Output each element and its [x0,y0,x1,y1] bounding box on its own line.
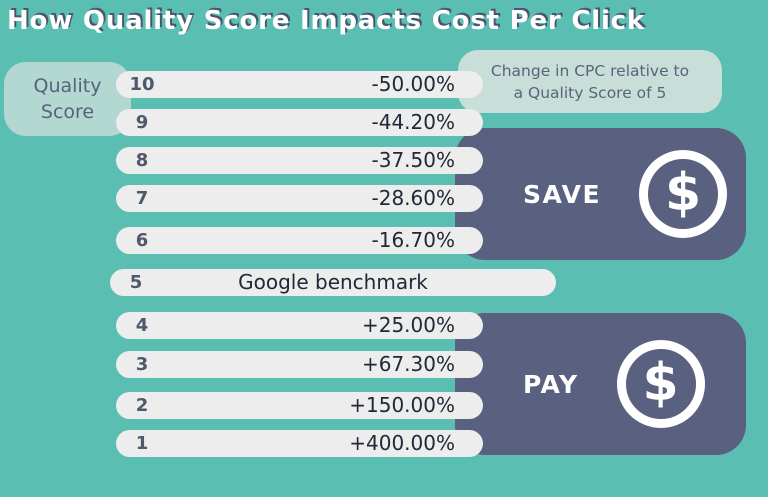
score-row-7: 7 -28.60% [116,185,483,212]
score-row-4: 4 +25.00% [116,312,483,339]
quality-score-label-line2: Score [40,101,95,123]
save-label: SAVE [523,179,602,209]
cpc-note-line2: a Quality Score of 5 [513,83,667,102]
score-row-6: 6 -16.70% [116,227,483,254]
score-number: 2 [135,395,149,416]
score-value: -37.50% [371,148,455,172]
pay-panel: PAY $ [455,313,746,455]
page-title: How Quality Score Impacts Cost Per Click [7,6,645,36]
score-row-8: 8 -37.50% [116,147,483,174]
score-row-2: 2 +150.00% [116,392,483,419]
score-number: 6 [135,230,149,251]
score-row-10: 10 -50.00% [116,71,483,98]
pay-label: PAY [523,369,579,399]
cpc-note: Change in CPC relative to a Quality Scor… [458,50,722,113]
score-row-5: 5 Google benchmark [110,269,556,296]
score-number: 9 [135,112,149,133]
score-number: 3 [135,354,149,375]
score-row-3: 3 +67.30% [116,351,483,378]
score-number: 1 [135,433,149,454]
score-number: 10 [129,74,155,95]
score-value: +150.00% [349,393,455,417]
score-number: 7 [135,188,149,209]
save-panel: SAVE $ [455,128,746,260]
quality-score-label: Quality Score [4,62,131,136]
score-value: -50.00% [371,72,455,96]
dollar-circle-icon: $ [639,150,728,238]
score-value: Google benchmark [238,270,428,294]
score-row-9: 9 -44.20% [116,109,483,136]
score-number: 5 [129,272,143,293]
cpc-note-line1: Change in CPC relative to [490,61,690,80]
score-value: -16.70% [371,228,455,252]
dollar-circle-icon: $ [616,340,705,428]
score-value: +400.00% [349,431,455,455]
dollar-sign: $ [665,163,702,223]
quality-score-label-line1: Quality [33,75,102,97]
score-value: -44.20% [371,110,455,134]
score-row-1: 1 +400.00% [116,430,483,457]
score-value: -28.60% [371,186,455,210]
score-number: 4 [135,315,149,336]
score-value: +25.00% [361,313,455,337]
dollar-sign: $ [642,353,679,413]
score-number: 8 [135,150,149,171]
score-value: +67.30% [361,352,455,376]
